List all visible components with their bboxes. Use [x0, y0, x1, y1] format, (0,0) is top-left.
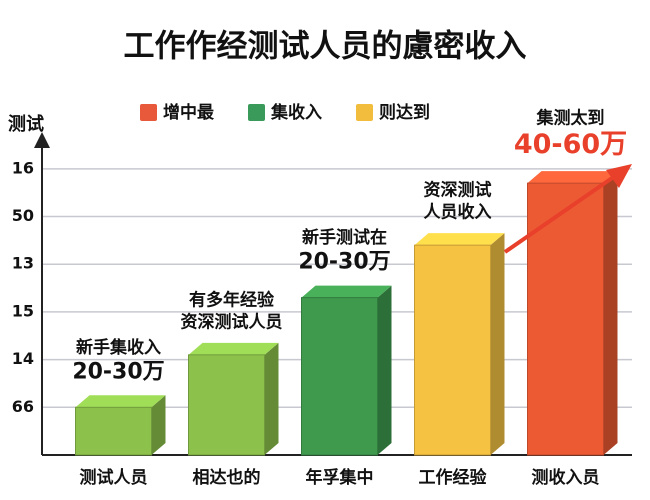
- legend-swatch: [140, 104, 157, 121]
- bar-side: [490, 233, 505, 455]
- annotation: 有多年经验: [189, 289, 275, 310]
- bar: [527, 182, 604, 456]
- bar: [414, 244, 491, 456]
- bar: [301, 297, 378, 456]
- annotation: 资深测试人员: [181, 311, 283, 332]
- y-tick-label: 50: [12, 206, 34, 225]
- bar-top: [414, 233, 505, 246]
- trend-arrow-line: [503, 174, 617, 254]
- legend-swatch: [356, 104, 373, 121]
- bar: [75, 406, 152, 456]
- bar-side: [264, 342, 279, 455]
- legend-swatch: [248, 104, 265, 121]
- x-tick-label: 相达也的: [193, 467, 261, 488]
- bar-side: [377, 285, 392, 455]
- annotation: 新手集收入: [76, 337, 161, 358]
- bar-top: [188, 342, 279, 355]
- legend-label: 则达到: [379, 102, 430, 123]
- trend-arrow-head: [606, 164, 632, 188]
- chart-title: 工作作经测试人员的慮密收入: [124, 29, 527, 65]
- annotation: 资深测试: [424, 180, 492, 201]
- annotation: 人员收入: [424, 202, 492, 223]
- bar-top: [75, 395, 166, 408]
- trend-arrow: [503, 164, 632, 254]
- x-tick-label: 年孚集中: [306, 467, 374, 488]
- bar: [188, 354, 265, 456]
- y-tick-label: 14: [12, 349, 34, 368]
- legend-label: 增中最: [163, 102, 215, 123]
- bar-top: [301, 285, 392, 298]
- y-tick-label: 66: [12, 397, 34, 416]
- bar-top: [527, 171, 618, 184]
- y-tick-label: 13: [12, 254, 34, 273]
- annotation: 40-60万: [514, 129, 627, 160]
- y-tick-label: 15: [12, 301, 34, 320]
- legend-label: 集收入: [270, 102, 322, 123]
- annotation: 集测太到: [536, 108, 605, 129]
- y-axis-label: 测试: [8, 113, 44, 135]
- bar-side: [603, 171, 618, 455]
- annotation: 20-30万: [298, 250, 390, 275]
- bar-side: [151, 395, 166, 455]
- annotation: 20-30万: [72, 359, 164, 384]
- annotation: 新手测试在: [302, 227, 387, 248]
- y-tick-label: 16: [12, 158, 34, 177]
- x-tick-label: 工作经验: [419, 467, 488, 488]
- x-tick-label: 测试人员: [80, 467, 148, 488]
- x-tick-label: 测收入员: [532, 467, 600, 488]
